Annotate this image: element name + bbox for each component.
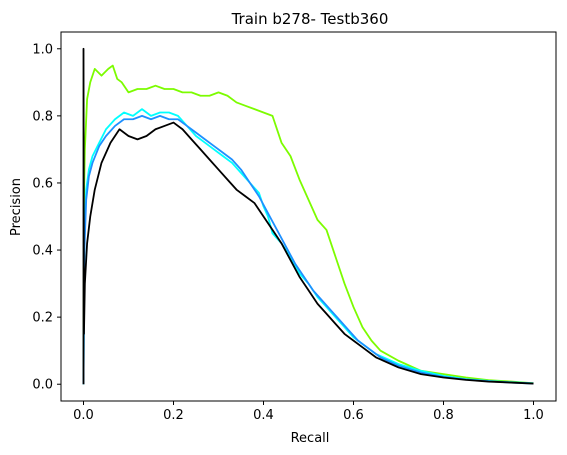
series-line-4 [82, 47, 534, 385]
y-tick-label: 0.2 [32, 311, 53, 326]
x-tick-label: 0.4 [253, 408, 274, 423]
y-tick-label: 0.6 [32, 176, 53, 191]
plot-area [82, 47, 534, 385]
y-tick-label: 1.0 [32, 42, 53, 57]
x-tick-label: 0.2 [163, 408, 184, 423]
chart-title: Train b278- Testb360 [231, 10, 389, 28]
y-axis: 0.0 0.2 0.4 0.6 0.8 1.0 [32, 42, 61, 393]
y-tick-label: 0.4 [32, 244, 53, 259]
x-tick-label: 0.6 [343, 408, 364, 423]
series-line-2 [82, 108, 534, 385]
series-line-3 [82, 114, 534, 385]
x-tick-label: 0.0 [73, 408, 94, 423]
x-tick-label: 1.0 [523, 408, 544, 423]
x-axis: 0.0 0.2 0.4 0.6 0.8 1.0 [73, 401, 544, 423]
y-tick-label: 0.8 [32, 109, 53, 124]
x-axis-label: Recall [291, 431, 330, 446]
y-axis-label: Precision [9, 178, 24, 236]
axes-frame [60, 31, 557, 402]
y-tick-label: 0.0 [32, 378, 53, 393]
series-line-1 [82, 64, 534, 385]
x-tick-label: 0.8 [433, 408, 454, 423]
